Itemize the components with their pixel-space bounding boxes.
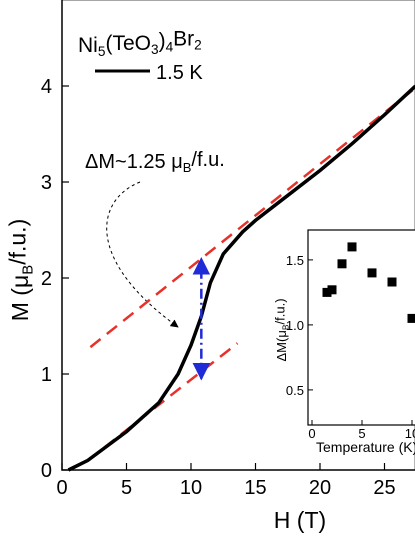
- inset-point: [407, 313, 415, 323]
- inset-point: [327, 285, 337, 295]
- inset-x-tick-label: 5: [358, 426, 365, 441]
- x-tick-label: 25: [373, 477, 395, 499]
- x-tick-label: 10: [180, 477, 202, 499]
- legend-label: 1.5 K: [156, 62, 203, 84]
- inset-x-tick-label: 10: [405, 426, 415, 441]
- title: Ni5(TeO3)4Br2: [78, 27, 202, 59]
- inset: [308, 242, 415, 425]
- y-tick-label: 3: [41, 172, 52, 194]
- y-tick-label: 4: [41, 76, 52, 98]
- inset-background: [307, 229, 415, 426]
- data-line: [67, 84, 415, 472]
- annotation: ΔM~1.25 μB/f.u.: [85, 149, 225, 175]
- plot-frame: [61, 0, 415, 471]
- y-tick-label: 1: [41, 364, 52, 386]
- inset-point: [322, 287, 332, 297]
- inset-y-tick-label: 1.0: [286, 318, 304, 333]
- pointer-arrow: [106, 181, 179, 328]
- inset-y-tick-label: 0.5: [286, 383, 304, 398]
- inset-y-axis-label: ΔM(μB/f.u.): [273, 298, 291, 361]
- y-axis-label: M (μB/f.u.): [5, 219, 37, 322]
- x-tick-label: 0: [56, 477, 67, 499]
- inset-y-tick-label: 1.5: [286, 253, 304, 268]
- inset-x-tick-label: 0: [308, 426, 315, 441]
- y-tick-label: 0: [41, 460, 52, 482]
- reference-line: [89, 86, 415, 349]
- inset-labels: 0 5 10 0.5 1.0 1.5 Temperature (K) ΔM(μB/f.u.): [273, 253, 415, 455]
- inset-x-axis-label: Temperature (K): [316, 439, 415, 455]
- inset-point: [337, 259, 347, 269]
- y-tick-label: 2: [41, 268, 52, 290]
- x-tick-label: 20: [309, 477, 331, 499]
- x-axis-label: H (T): [274, 507, 326, 533]
- x-tick-label: 5: [121, 477, 132, 499]
- x-tick-label: 15: [244, 477, 266, 499]
- inset-point: [347, 242, 357, 252]
- inset-point: [387, 277, 397, 287]
- inset-point: [367, 268, 377, 278]
